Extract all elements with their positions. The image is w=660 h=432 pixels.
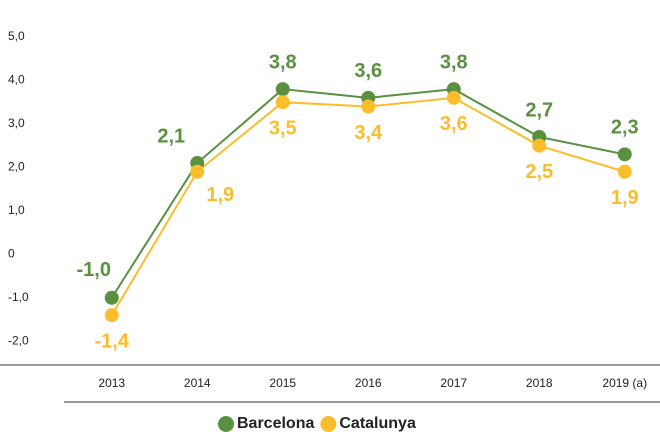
- value-label: -1,4: [95, 330, 130, 352]
- point: [446, 90, 461, 105]
- x-tick-label: 2014: [184, 376, 211, 390]
- value-label: 2,1: [157, 125, 185, 147]
- y-tick-label: -2,0: [8, 333, 29, 347]
- x-tick-label: 2018: [526, 376, 553, 390]
- legend-label: Barcelona: [237, 415, 314, 432]
- x-tick-label: 2013: [98, 376, 125, 390]
- x-tick-label: 2015: [269, 376, 296, 390]
- value-label: 2,7: [525, 99, 553, 121]
- value-label: 1,9: [206, 184, 234, 206]
- x-tick-label: 2019 (a): [602, 376, 647, 390]
- point: [532, 138, 547, 153]
- point: [361, 99, 376, 114]
- value-label: 3,5: [269, 117, 297, 139]
- value-label: 3,6: [440, 113, 468, 135]
- value-label: 1,9: [611, 187, 639, 209]
- y-tick-label: 2,0: [8, 160, 25, 174]
- legend-label: Catalunya: [339, 415, 416, 432]
- value-label: 3,8: [440, 51, 468, 73]
- x-tick-label: 2017: [440, 376, 467, 390]
- value-label: 3,8: [269, 51, 297, 73]
- legend-swatch: [320, 416, 337, 432]
- x-tick-label: 2016: [355, 376, 382, 390]
- point: [617, 164, 632, 179]
- value-label: 3,4: [354, 122, 383, 144]
- point: [275, 95, 290, 110]
- point: [104, 308, 119, 323]
- y-tick-label: 0: [8, 247, 15, 261]
- legend-swatch: [218, 416, 234, 432]
- y-tick-label: 4,0: [8, 73, 25, 87]
- point: [617, 147, 632, 162]
- value-label: 2,3: [611, 117, 639, 139]
- value-label: 3,6: [354, 60, 382, 82]
- y-tick-label: 5,0: [8, 29, 25, 43]
- value-label: 2,5: [525, 161, 553, 183]
- value-label: -1,0: [77, 259, 111, 281]
- y-tick-label: 1,0: [8, 203, 25, 217]
- y-tick-label: -1,0: [8, 290, 29, 304]
- point: [275, 82, 290, 97]
- point: [104, 290, 119, 305]
- y-tick-label: 3,0: [8, 116, 25, 130]
- point: [190, 164, 205, 179]
